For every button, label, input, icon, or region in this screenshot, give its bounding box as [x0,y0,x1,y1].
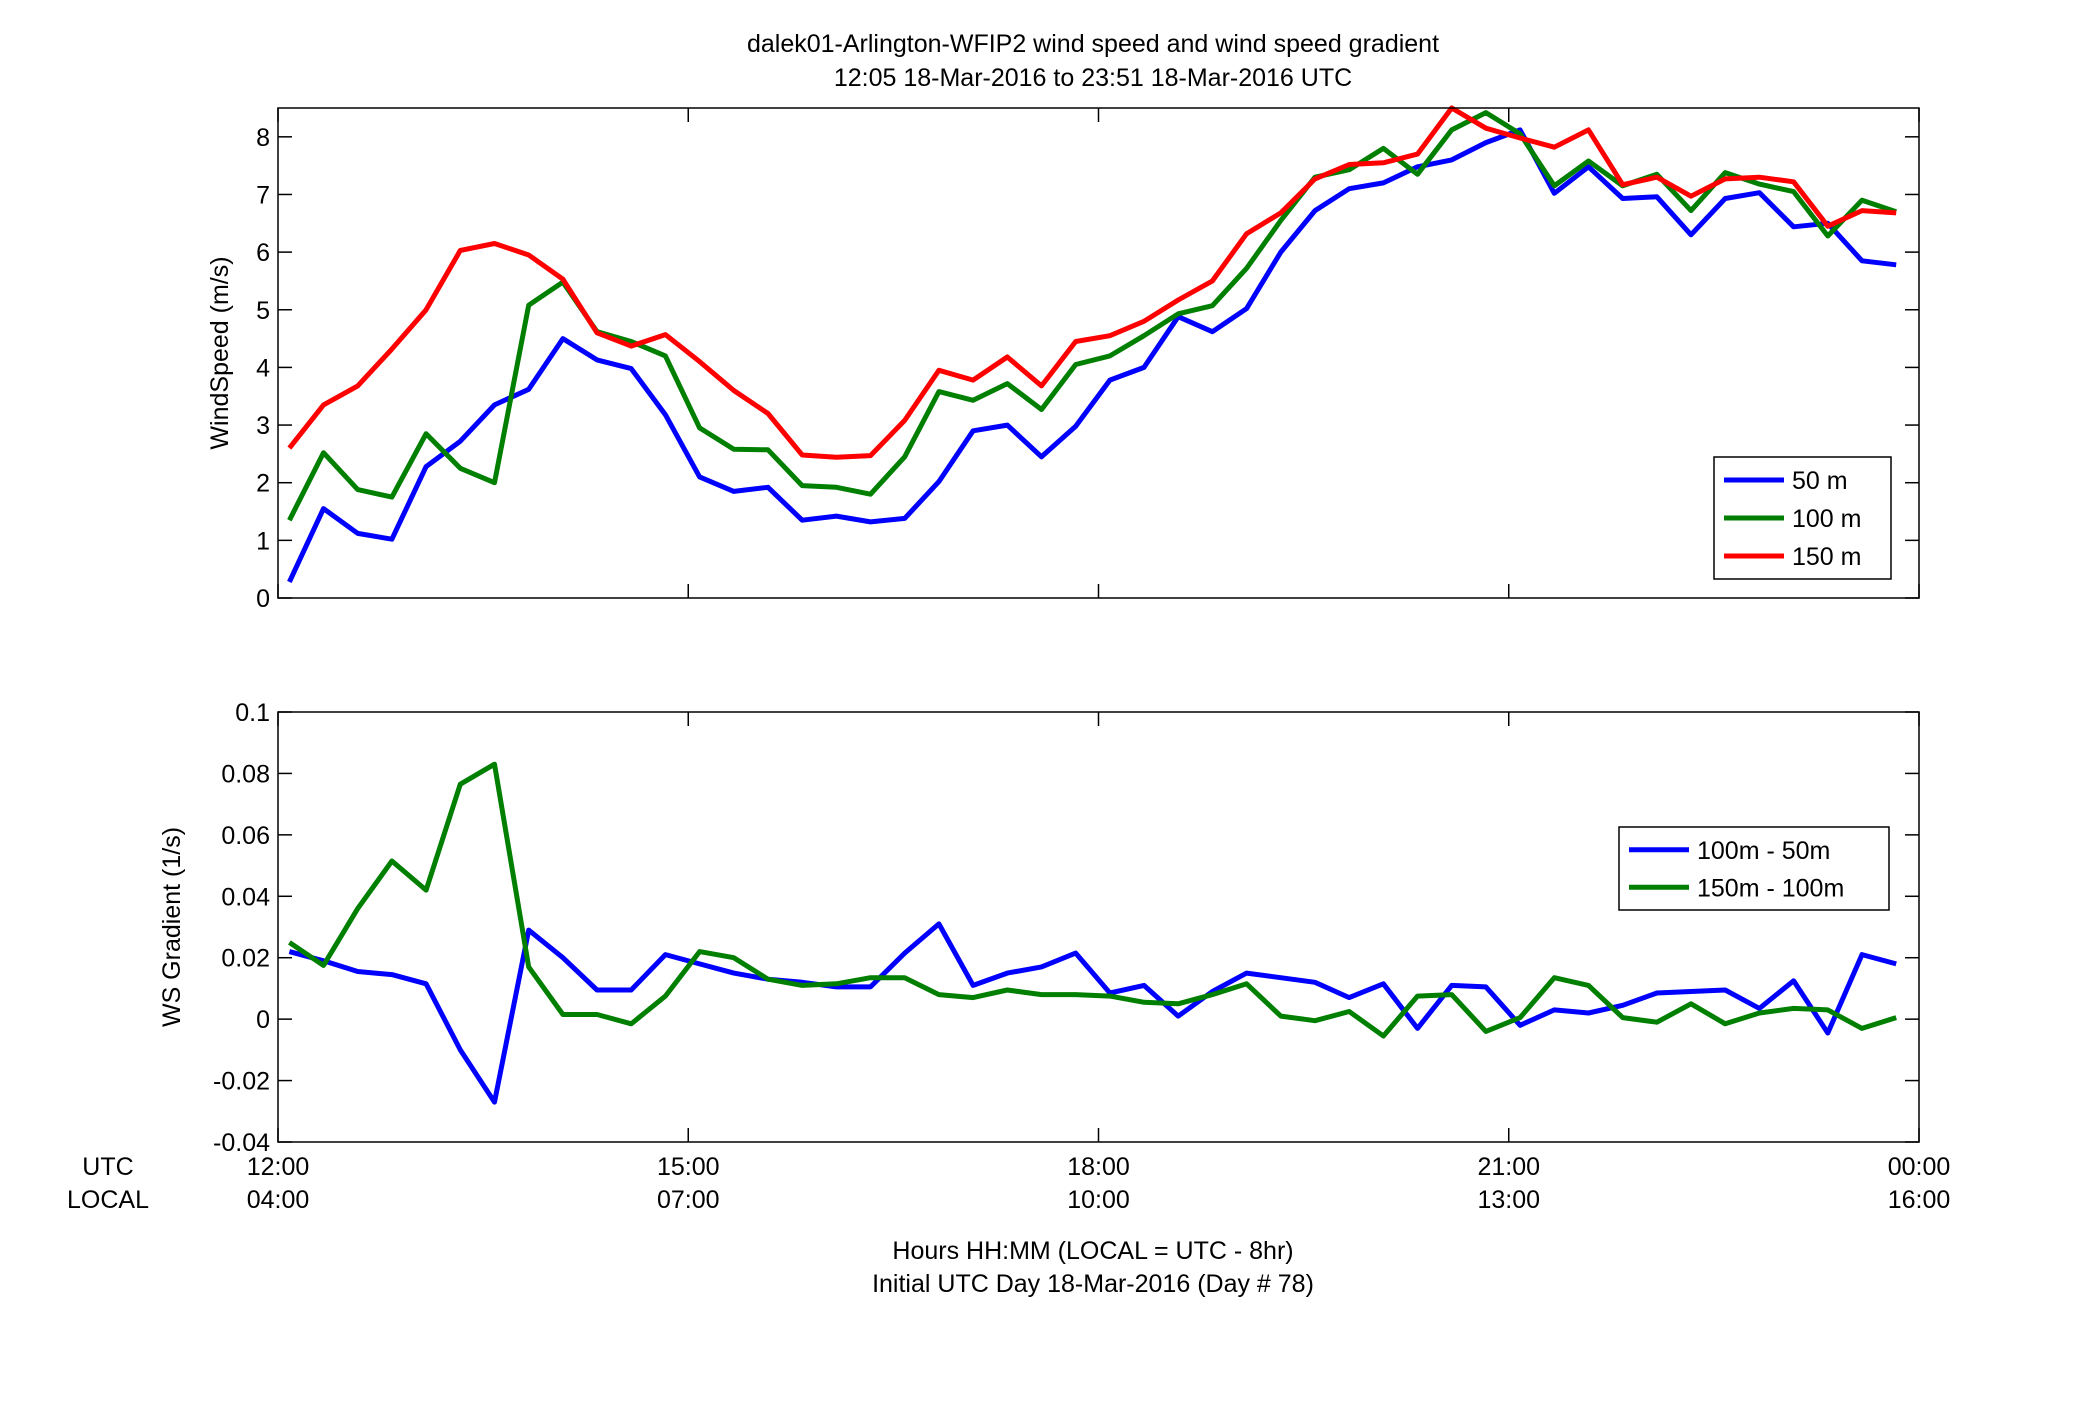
legend-entry: 100m - 50m [1697,837,1830,865]
y-tick-label: 0 [256,1006,270,1034]
x-tick-label-utc: 18:00 [1067,1153,1130,1181]
y-axis-label: WindSpeed (m/s) [206,256,234,449]
y-tick-label: 1 [256,527,270,555]
chart-title-line1: dalek01-Arlington-WFIP2 wind speed and w… [747,30,1439,58]
series-line-150m [287,105,1897,460]
y-tick-label: 8 [256,124,270,152]
plot-frame [277,107,1920,599]
legend-box [1618,826,1890,911]
series-line-100m-to-50m [288,921,1897,1105]
y-tick-label: 0 [256,585,270,613]
x-tick-label-local: 07:00 [657,1186,720,1214]
y-tick-label: 3 [256,412,270,440]
y-tick-label: 5 [256,297,270,325]
x-row-label-local: LOCAL [67,1186,149,1214]
y-tick-label: 2 [256,470,270,498]
x-tick-label-utc: 12:00 [247,1153,310,1181]
y-tick-label: 0.06 [221,822,270,850]
series-line-50m [287,127,1897,583]
chart-title-line2: 12:05 18-Mar-2016 to 23:51 18-Mar-2016 U… [834,64,1352,92]
legend: 50 m 100 m 150 m [1713,456,1892,580]
legend-entry: 150m - 100m [1697,874,1844,902]
legend-entry: 50 m [1792,467,1848,495]
x-tick-label-local: 04:00 [247,1186,310,1214]
legend: 100m - 50m 150m - 100m [1618,826,1890,911]
y-tick-label: 0.04 [221,883,270,911]
y-tick-label: 4 [256,354,270,382]
x-tick-label-local: 16:00 [1888,1186,1951,1214]
plot-frame [277,711,1920,1143]
x-axis-label-line2: Initial UTC Day 18-Mar-2016 (Day # 78) [872,1270,1314,1298]
legend-entry: 100 m [1792,505,1861,533]
y-tick-label: 7 [256,181,270,209]
x-axis-time-labels: UTC LOCAL 12:00 04:00 15:00 07:00 18:00 10:00… [67,1153,1950,1214]
x-tick-label-utc: 21:00 [1477,1153,1540,1181]
x-tick-label-utc: 15:00 [657,1153,720,1181]
x-axis-label-line1: Hours HH:MM (LOCAL = UTC - 8hr) [892,1237,1293,1265]
x-tick-label-local: 10:00 [1067,1186,1130,1214]
y-tick-label: -0.02 [213,1068,270,1096]
y-tick-label: 0.1 [235,699,270,727]
series-line-150m-to-100m [288,761,1897,1039]
wind-speed-plot: 0 1 2 3 4 5 6 7 8 WindSpeed (m/s) 50 m 100 m 150 m [206,105,1920,613]
x-tick-label-local: 13:00 [1477,1186,1540,1214]
y-tick-label: 0.08 [221,760,270,788]
legend-entry: 150 m [1792,543,1861,571]
y-tick-label: 6 [256,239,270,267]
y-axis-label: WS Gradient (1/s) [158,827,186,1027]
y-tick-label: 0.02 [221,945,270,973]
x-tick-label-utc: 00:00 [1888,1153,1951,1181]
y-tick-label: -0.04 [213,1129,270,1157]
gradient-plot: -0.04 -0.02 0 0.02 0.04 0.06 0.08 0.1 WS Gradien… [158,699,1920,1157]
x-row-label-utc: UTC [82,1153,133,1181]
